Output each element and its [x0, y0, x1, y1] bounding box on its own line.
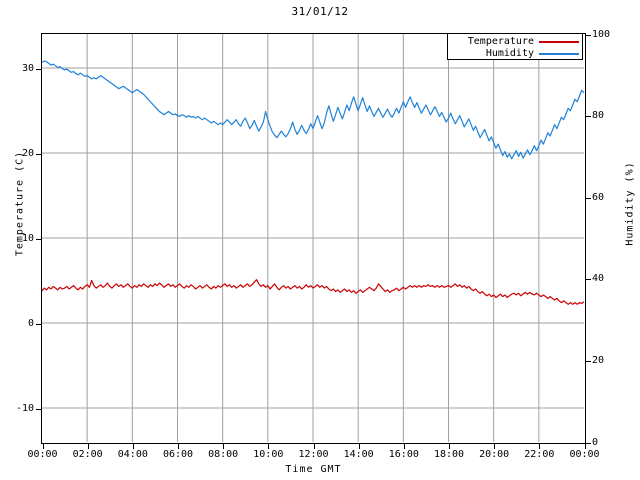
x-tick-mark [223, 444, 225, 449]
x-axis-title: Time GMT [285, 464, 342, 475]
y-axis-left-title: Temperature (C) [14, 150, 26, 257]
y-tick-mark-left [36, 323, 41, 325]
x-tick-12: 00:00 [569, 449, 600, 460]
x-tick-mark [358, 444, 360, 449]
series-line-temperature [42, 279, 584, 305]
legend-item-temperature: Temperature [451, 36, 579, 47]
x-tick-mark [268, 444, 270, 449]
legend-item-humidity: Humidity [451, 48, 579, 59]
x-tick-mark [132, 444, 134, 449]
x-tick-mark [494, 444, 496, 449]
x-tick-0: 00:00 [27, 449, 58, 460]
y-tick-right-40: 40 [592, 273, 605, 285]
y-tick-mark-left [36, 408, 41, 410]
x-tick-4: 08:00 [208, 449, 239, 460]
gridlines [42, 34, 584, 442]
y-tick-mark-right [586, 197, 591, 199]
y-tick-mark-left [36, 68, 41, 70]
legend-box: Temperature Humidity [447, 33, 583, 60]
y-tick-right-80: 80 [592, 110, 605, 122]
y-tick-mark-right [586, 442, 591, 444]
y-tick-right-100: 100 [592, 28, 611, 40]
x-tick-11: 22:00 [524, 449, 555, 460]
y-tick-left-10: 10 [21, 232, 34, 244]
x-tick-6: 12:00 [298, 449, 329, 460]
x-tick-3: 06:00 [162, 449, 194, 460]
y-tick-left-0: 0 [27, 317, 34, 329]
y-tick-mark-left [36, 153, 41, 155]
x-tick-mark [42, 444, 44, 449]
legend-label-humidity: Humidity [485, 48, 534, 59]
x-tick-10: 20:00 [479, 449, 510, 460]
y-tick-left--10: -10 [15, 402, 34, 414]
x-tick-mark [178, 444, 179, 449]
y-tick-mark-left [36, 238, 41, 240]
legend-swatch-humidity [539, 52, 579, 55]
y-tick-right-60: 60 [592, 191, 605, 203]
y-axis-right-title: Humidity (%) [624, 161, 636, 246]
x-tick-mark [539, 444, 541, 449]
legend-label-temperature: Temperature [467, 36, 534, 47]
x-tick-5: 10:00 [253, 449, 284, 460]
series-line-humidity [42, 60, 584, 160]
x-tick-8: 16:00 [388, 449, 419, 460]
x-tick-mark [313, 444, 315, 449]
legend-swatch-temperature [539, 40, 579, 43]
x-tick-9: 18:00 [433, 449, 465, 460]
y-tick-mark-right [586, 34, 591, 36]
y-tick-right-0: 0 [592, 436, 599, 448]
x-tick-7: 14:00 [343, 449, 374, 460]
plot-area [41, 33, 586, 444]
chart-title: 31/01/12 [291, 5, 349, 18]
y-tick-right-20: 20 [592, 354, 605, 366]
x-tick-mark [584, 444, 586, 449]
y-tick-left-20: 20 [21, 147, 34, 159]
x-tick-mark [403, 444, 405, 449]
x-tick-2: 04:00 [117, 449, 148, 460]
y-tick-mark-right [586, 116, 591, 118]
y-tick-mark-right [586, 360, 591, 362]
y-tick-left-30: 30 [21, 62, 34, 74]
series-lines [42, 60, 584, 305]
x-tick-1: 02:00 [72, 449, 103, 460]
y-tick-mark-right [586, 279, 591, 281]
x-tick-mark [87, 444, 89, 449]
x-tick-mark [449, 444, 450, 449]
plot-svg [42, 34, 584, 442]
